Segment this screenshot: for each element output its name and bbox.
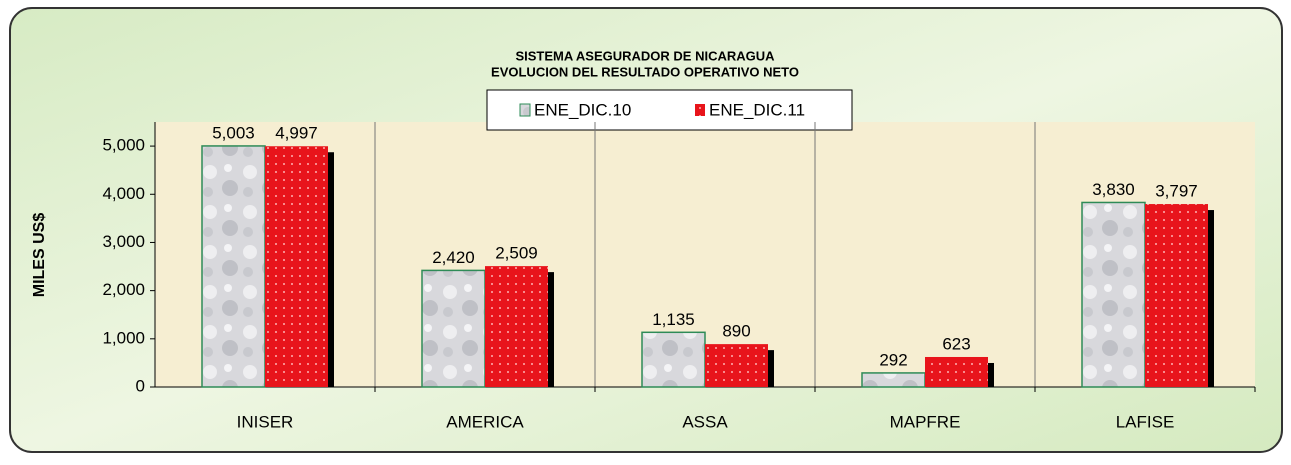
- value-label: 623: [942, 334, 970, 353]
- x-tick-label: AMERICA: [446, 412, 524, 431]
- value-label: 3,797: [1155, 182, 1198, 201]
- bar: [1081, 201, 1146, 388]
- x-tick-label: MAPFRE: [890, 412, 961, 431]
- legend-swatch: [695, 104, 705, 116]
- legend-swatch: [519, 103, 531, 117]
- x-tick-label: ASSA: [682, 412, 728, 431]
- bar: [925, 356, 988, 387]
- bar: [421, 269, 486, 388]
- x-tick-label: LAFISE: [1116, 412, 1175, 431]
- value-label: 292: [879, 350, 907, 369]
- value-label: 890: [722, 322, 750, 341]
- y-tick-label: 2,000: [102, 280, 145, 299]
- value-label: 1,135: [652, 310, 695, 329]
- y-tick-label: 1,000: [102, 328, 145, 347]
- legend: [486, 89, 853, 131]
- bar: [1145, 204, 1208, 387]
- y-axis-label: MILES US$: [31, 213, 48, 298]
- value-label: 3,830: [1092, 180, 1135, 199]
- x-tick-label: INISER: [237, 412, 294, 431]
- y-tick-label: 3,000: [102, 232, 145, 251]
- bar: [201, 145, 266, 388]
- bar: [485, 266, 548, 387]
- y-tick-label: 0: [136, 376, 145, 395]
- legend-label: ENE_DIC.10: [534, 100, 631, 119]
- chart-subtitle: EVOLUCION DEL RESULTADO OPERATIVO NETO: [491, 64, 799, 79]
- bar: [705, 344, 768, 387]
- bar: [861, 372, 926, 388]
- bar: [265, 146, 328, 387]
- value-label: 5,003: [212, 123, 255, 142]
- y-tick-label: 5,000: [102, 136, 145, 155]
- bar: [641, 331, 706, 388]
- value-label: 4,997: [275, 124, 318, 143]
- chart-title: SISTEMA ASEGURADOR DE NICARAGUA: [515, 48, 775, 63]
- value-label: 2,420: [432, 248, 475, 267]
- value-label: 2,509: [495, 244, 538, 263]
- y-tick-label: 4,000: [102, 184, 145, 203]
- legend-label: ENE_DIC.11: [709, 100, 805, 119]
